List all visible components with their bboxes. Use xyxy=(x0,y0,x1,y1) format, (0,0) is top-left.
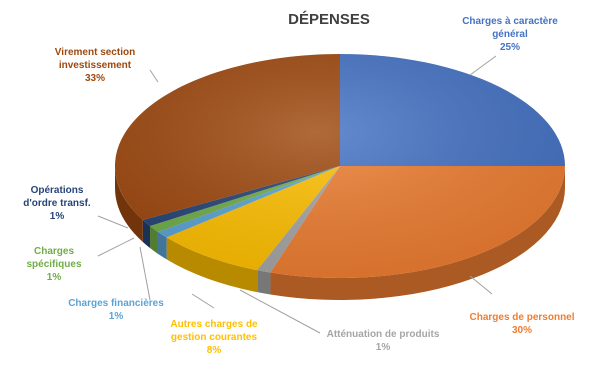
slice-label-1: Charges de personnel 30% xyxy=(469,312,574,336)
leader-line-5 xyxy=(97,237,135,257)
slice-side-7 xyxy=(115,166,143,242)
slice-labels: Charges à caractère général 25% Charges de … xyxy=(23,16,574,356)
leader-line-2 xyxy=(239,289,321,334)
slice-percent-4: 1% xyxy=(109,311,124,322)
slice-label-2: Atténuation de produits 1% xyxy=(327,329,440,353)
slice-label-line-1: Charges de personnel xyxy=(469,312,574,323)
slice-percent-5: 1% xyxy=(47,272,62,283)
leader-line-1 xyxy=(469,275,493,295)
slice-label-7: Virement section investissement 33% xyxy=(55,47,135,84)
slice-label-line-3: gestion courantes xyxy=(171,332,258,343)
slice-percent-0: 25% xyxy=(500,42,520,53)
slice-label-6: Opérations d'ordre transf. 1% xyxy=(23,185,91,222)
slice-label-0: Charges à caractère général 25% xyxy=(462,16,558,53)
leader-line-4 xyxy=(139,246,151,301)
slice-percent-6: 1% xyxy=(50,211,65,222)
slice-side-2 xyxy=(257,270,271,295)
slice-label-line-0: Charges à caractère xyxy=(462,16,558,27)
slice-label-line-5: spécifiques xyxy=(26,259,81,270)
slice-label-line-4: Charges financières xyxy=(68,298,164,309)
pie-sides xyxy=(115,166,565,301)
pie-shine xyxy=(115,54,565,278)
slice-side-5 xyxy=(150,226,158,254)
slice-label-line-2: Atténuation de produits xyxy=(327,329,440,340)
leader-line-7 xyxy=(149,69,159,83)
pie-slices xyxy=(115,54,565,279)
leader-line-6 xyxy=(97,215,129,229)
slice-label-line-6: d'ordre transf. xyxy=(23,198,91,209)
slice-label-line-7: investissement xyxy=(59,60,132,71)
slice-label-3: Autres charges de gestion courantes 8% xyxy=(170,319,258,356)
slice-label-line-3: Autres charges de xyxy=(170,319,258,330)
slice-percent-1: 30% xyxy=(512,325,532,336)
slice-label-line-5: Charges xyxy=(34,246,74,257)
slice-label-4: Charges financières 1% xyxy=(68,298,164,322)
slice-percent-2: 1% xyxy=(376,342,391,353)
leader-line-0 xyxy=(469,55,497,76)
slice-label-line-6: Opérations xyxy=(31,185,84,196)
slice-side-6 xyxy=(142,219,151,249)
slice-side-1 xyxy=(270,166,565,301)
slice-side-3 xyxy=(166,237,258,293)
slice-label-line-7: Virement section xyxy=(55,47,135,58)
slice-percent-7: 33% xyxy=(85,73,105,84)
slice-label-5: Charges spécifiques 1% xyxy=(26,246,81,283)
slice-percent-3: 8% xyxy=(207,345,222,356)
slice-label-line-0: général xyxy=(492,29,528,40)
leader-line-3 xyxy=(191,293,215,309)
chart-title: DÉPENSES xyxy=(288,11,370,28)
slice-side-4 xyxy=(157,231,167,260)
